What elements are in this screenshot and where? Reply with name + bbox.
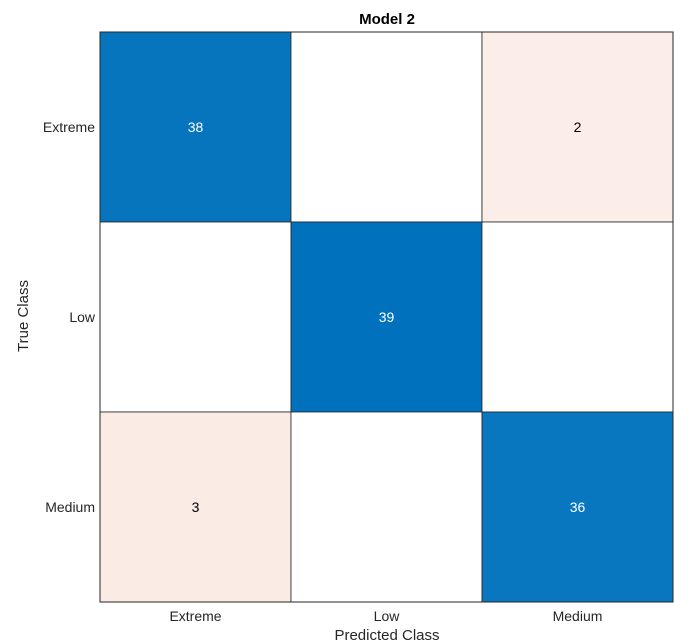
matrix-cell bbox=[99, 411, 292, 603]
column-tick-label: Low bbox=[374, 608, 401, 624]
column-tick-label: Extreme bbox=[169, 608, 221, 624]
row-tick-label: Medium bbox=[45, 499, 95, 515]
cell-value-label: 36 bbox=[570, 499, 586, 515]
matrix-cells: 38 2 39 3 36 bbox=[99, 31, 674, 603]
row-labels: Extreme Low Medium bbox=[43, 119, 96, 515]
column-labels: Extreme Low Medium bbox=[169, 608, 602, 624]
chart-title: Model 2 bbox=[359, 11, 415, 28]
column-tick-label: Medium bbox=[553, 608, 603, 624]
cell-value-label: 39 bbox=[379, 309, 395, 325]
matrix-cell bbox=[99, 221, 292, 413]
y-axis-label: True Class bbox=[15, 280, 32, 352]
x-axis-label: Predicted Class bbox=[334, 627, 439, 642]
matrix-cell bbox=[99, 31, 292, 223]
matrix-cell bbox=[481, 31, 674, 223]
matrix-cell bbox=[481, 221, 674, 413]
matrix-cell bbox=[290, 31, 483, 223]
row-tick-label: Low bbox=[69, 309, 96, 325]
matrix-cell bbox=[290, 411, 483, 603]
row-tick-label: Extreme bbox=[43, 119, 95, 135]
matrix-cell bbox=[290, 221, 483, 413]
plot-frame bbox=[99, 31, 674, 603]
cell-value-label: 38 bbox=[188, 119, 204, 135]
cell-value-label: 3 bbox=[192, 499, 200, 515]
cell-value-label: 2 bbox=[574, 119, 582, 135]
matrix-cell bbox=[481, 411, 674, 603]
